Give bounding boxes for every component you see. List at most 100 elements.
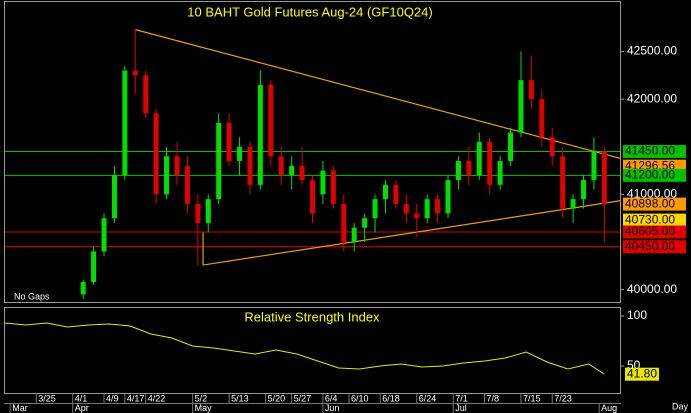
- candle-body: [111, 175, 117, 219]
- candle-body: [372, 199, 378, 219]
- trendline: [135, 29, 621, 159]
- candle-body: [91, 251, 97, 282]
- x-tick-label: 4/9: [106, 393, 119, 403]
- x-tick-label: 5/20: [268, 393, 286, 403]
- last-value-box: [625, 367, 659, 381]
- level-box: [623, 145, 686, 159]
- candle-body: [289, 165, 295, 176]
- level-label: 41296.56: [625, 158, 675, 172]
- x-tick-label: 7/1: [455, 393, 468, 403]
- level-label: 40730.00: [625, 212, 675, 226]
- candle-body: [508, 132, 514, 162]
- level-label: 40605.00: [625, 224, 675, 238]
- candle-body: [403, 203, 409, 214]
- y-tick-label: 42000.00: [627, 91, 677, 105]
- candle-body: [330, 170, 336, 204]
- y-tick-label: 100: [627, 308, 647, 322]
- candle-body: [143, 75, 149, 114]
- candle-body: [549, 137, 555, 157]
- rsi-panel: [4, 307, 621, 394]
- candle-body: [476, 142, 482, 176]
- x-tick-label: 7/8: [486, 393, 499, 403]
- month-label: Aug: [601, 403, 617, 413]
- candle-body: [382, 184, 388, 200]
- level-label: 40450.00: [625, 239, 675, 253]
- x-tick-label: 4/1: [75, 393, 88, 403]
- candle-body: [591, 151, 597, 181]
- candle-body: [351, 227, 357, 242]
- candle-body: [195, 203, 201, 223]
- candle-body: [268, 84, 274, 157]
- last-value-label: 41.80: [627, 366, 657, 380]
- level-label: 40898.00: [625, 196, 675, 210]
- candle-body: [341, 203, 347, 242]
- candle-body: [153, 113, 159, 195]
- month-label: Apr: [75, 403, 89, 413]
- candle-body: [80, 282, 86, 295]
- trendline: [202, 200, 621, 266]
- candle-body: [101, 218, 107, 252]
- x-tick-label: 6/18: [382, 393, 400, 403]
- x-tick-label: 5/27: [294, 393, 312, 403]
- candle-body: [299, 165, 305, 181]
- candle-body: [237, 146, 243, 162]
- candle-body: [414, 213, 420, 219]
- y-tick-label: 40000.00: [627, 282, 677, 296]
- x-tick-label: 3/25: [38, 393, 56, 403]
- candle-body: [184, 165, 190, 204]
- candle-body: [518, 80, 524, 133]
- candle-body: [320, 170, 326, 195]
- month-label: May: [195, 403, 213, 413]
- y-tick-label: 42500.00: [627, 44, 677, 58]
- x-tick-label: 4/17: [127, 393, 145, 403]
- x-tick-label: 5/2: [195, 393, 208, 403]
- x-tick-label: 5/13: [231, 393, 249, 403]
- candle-body: [497, 161, 503, 185]
- level-box: [623, 240, 686, 254]
- rsi-title: Relative Strength Index: [244, 309, 380, 324]
- candle-body: [424, 199, 430, 219]
- x-tick-label: 7/15: [523, 393, 541, 403]
- candle-body: [466, 161, 472, 176]
- candle-body: [278, 156, 284, 176]
- rsi-line: [4, 322, 605, 375]
- candle-body: [560, 156, 566, 209]
- candle-body: [487, 142, 493, 185]
- candle-body: [581, 180, 587, 200]
- candle-body: [257, 84, 263, 185]
- level-label: 41450.00: [625, 144, 675, 158]
- level-box: [623, 213, 686, 227]
- candle-body: [247, 146, 253, 185]
- x-tick-label: 6/24: [419, 393, 437, 403]
- candle-body: [226, 122, 232, 162]
- x-axis-label: Day: [672, 401, 689, 411]
- x-tick-label: 6/10: [351, 393, 369, 403]
- level-box: [623, 225, 686, 239]
- price-panel: [4, 1, 621, 303]
- x-tick-label: 6/4: [325, 393, 338, 403]
- candle-body: [435, 199, 441, 214]
- x-tick-label: 7/23: [554, 393, 572, 403]
- candle-body: [445, 180, 451, 214]
- level-box: [623, 168, 686, 182]
- x-tick-label: 4/22: [148, 393, 166, 403]
- candle-body: [570, 199, 576, 209]
- y-tick-label: 41000.00: [627, 187, 677, 201]
- candle-body: [205, 199, 211, 223]
- candle-body: [174, 156, 180, 176]
- chart-title: 10 BAHT Gold Futures Aug-24 (GF10Q24): [187, 4, 432, 19]
- level-label: 41200.00: [625, 168, 675, 182]
- note: No Gaps: [14, 291, 50, 301]
- candle-body: [362, 218, 368, 228]
- month-label: Jul: [455, 403, 467, 413]
- candle-body: [528, 80, 534, 100]
- candle-body: [122, 70, 128, 176]
- candle-body: [455, 161, 461, 181]
- month-label: Mar: [12, 403, 28, 413]
- candle-body: [216, 122, 222, 200]
- candle-body: [310, 180, 315, 214]
- candle-body: [539, 99, 545, 138]
- candle-body: [132, 70, 138, 76]
- candle-body: [393, 184, 399, 204]
